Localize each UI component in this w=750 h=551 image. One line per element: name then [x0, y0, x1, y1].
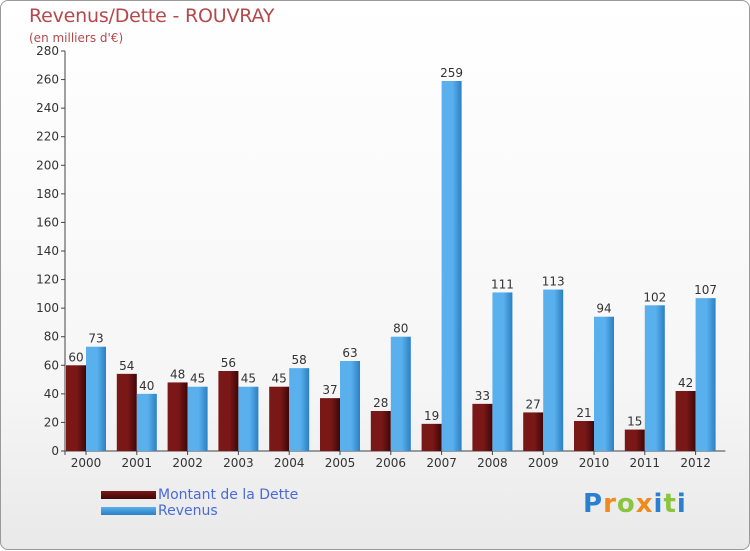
x-tick-label-2009: 2009	[528, 456, 559, 470]
bar-dette-2004	[269, 386, 290, 451]
y-tick-label-120: 120	[36, 273, 59, 287]
legend: Montant de la Dette Revenus	[101, 487, 298, 519]
x-tick-label-2008: 2008	[477, 456, 508, 470]
logo-letter: r	[603, 489, 617, 519]
legend-label-dette: Montant de la Dette	[158, 487, 299, 503]
data-label-revenus-2008: 111	[491, 277, 514, 291]
x-tick-label-2005: 2005	[325, 456, 356, 470]
x-tick-label-2006: 2006	[376, 456, 407, 470]
legend-swatch-revenus	[101, 507, 156, 515]
x-tick-label-2012: 2012	[680, 456, 711, 470]
data-label-dette-2005: 37	[322, 383, 337, 397]
bar-revenus-2000	[86, 346, 106, 451]
y-tick-label-240: 240	[36, 101, 59, 115]
bar-revenus-2003	[238, 386, 259, 451]
bar-revenus-2006	[390, 336, 411, 451]
data-label-dette-2004: 45	[272, 372, 287, 386]
x-tick-label-2002: 2002	[172, 456, 203, 470]
data-label-dette-2002: 48	[170, 367, 185, 381]
x-tick-label-2000: 2000	[71, 456, 102, 470]
bar-revenus-2002	[187, 386, 208, 451]
logo-letter: t	[663, 489, 677, 519]
bar-dette-2012	[675, 391, 696, 451]
bar-dette-2007	[421, 423, 442, 451]
x-tick-label-2011: 2011	[630, 456, 661, 470]
y-tick-label-80: 80	[44, 330, 59, 344]
bar-revenus-2008	[492, 292, 513, 451]
bar-dette-2009	[523, 412, 544, 451]
data-label-dette-2012: 42	[678, 376, 693, 390]
data-label-revenus-2006: 80	[393, 322, 408, 336]
bar-dette-2008	[472, 403, 493, 451]
bar-dette-2011	[624, 429, 645, 451]
y-tick-label-260: 260	[36, 73, 59, 87]
data-label-dette-2000: 60	[68, 350, 83, 364]
data-label-dette-2007: 19	[424, 409, 439, 423]
y-tick-label-60: 60	[44, 358, 59, 372]
bar-revenus-2012	[695, 298, 716, 451]
bar-revenus-2009	[543, 289, 564, 451]
bar-revenus-2001	[136, 393, 157, 451]
chart-subtitle: (en milliers d'€)	[29, 31, 124, 45]
data-label-dette-2008: 33	[475, 389, 490, 403]
y-tick-label-100: 100	[36, 301, 59, 315]
data-label-revenus-2005: 63	[342, 346, 357, 360]
proxiti-logo[interactable]: Proxiti	[583, 489, 687, 519]
bar-revenus-2005	[340, 361, 360, 451]
bar-dette-2001	[116, 373, 137, 451]
bar-dette-2002	[167, 382, 188, 451]
data-label-revenus-2012: 107	[694, 283, 717, 297]
logo-letter: P	[583, 489, 604, 519]
x-tick-label-2007: 2007	[426, 456, 457, 470]
bar-dette-2000	[66, 365, 86, 451]
logo-letter: i	[676, 489, 687, 519]
y-tick-label-140: 140	[36, 244, 59, 258]
data-label-dette-2003: 56	[221, 356, 236, 370]
data-label-dette-2010: 21	[576, 406, 591, 420]
data-label-revenus-2002: 45	[190, 372, 205, 386]
bar-revenus-2004	[289, 368, 310, 451]
legend-label-revenus: Revenus	[158, 503, 218, 519]
data-label-revenus-2004: 58	[292, 353, 307, 367]
x-tick-label-2010: 2010	[579, 456, 610, 470]
y-tick-label-20: 20	[44, 415, 59, 429]
legend-item-revenus: Revenus	[101, 503, 298, 519]
y-tick-label-280: 280	[36, 44, 59, 58]
bar-dette-2005	[320, 398, 340, 451]
bar-dette-2006	[370, 411, 391, 451]
chart-title: Revenus/Dette - ROUVRAY	[29, 5, 275, 27]
legend-swatch-dette	[101, 491, 156, 499]
data-label-dette-2009: 27	[526, 397, 541, 411]
logo-letter: i	[653, 489, 664, 519]
data-label-revenus-2003: 45	[241, 372, 256, 386]
data-label-dette-2006: 28	[373, 396, 388, 410]
x-tick-label-2004: 2004	[274, 456, 305, 470]
bar-dette-2003	[218, 371, 239, 451]
legend-item-dette: Montant de la Dette	[101, 487, 298, 503]
y-tick-label-220: 220	[36, 130, 59, 144]
data-label-dette-2001: 54	[119, 359, 134, 373]
y-tick-label-160: 160	[36, 215, 59, 229]
y-tick-label-180: 180	[36, 187, 59, 201]
x-tick-label-2001: 2001	[122, 456, 153, 470]
data-label-revenus-2011: 102	[643, 290, 666, 304]
data-label-revenus-2000: 73	[88, 332, 103, 346]
logo-letter: x	[635, 489, 654, 519]
x-tick-label-2003: 2003	[223, 456, 254, 470]
data-label-revenus-2007: 259	[440, 66, 463, 80]
data-label-revenus-2010: 94	[596, 302, 611, 316]
y-tick-label-0: 0	[51, 444, 59, 458]
data-label-revenus-2001: 40	[139, 379, 154, 393]
y-tick-label-40: 40	[44, 387, 59, 401]
bar-revenus-2010	[594, 316, 614, 451]
bar-revenus-2007	[441, 81, 462, 451]
y-tick-label-200: 200	[36, 158, 59, 172]
logo-letter: o	[616, 489, 636, 519]
data-label-revenus-2009: 113	[542, 275, 565, 289]
bar-revenus-2011	[644, 305, 665, 451]
data-label-dette-2011: 15	[627, 415, 642, 429]
bar-dette-2010	[574, 421, 594, 451]
